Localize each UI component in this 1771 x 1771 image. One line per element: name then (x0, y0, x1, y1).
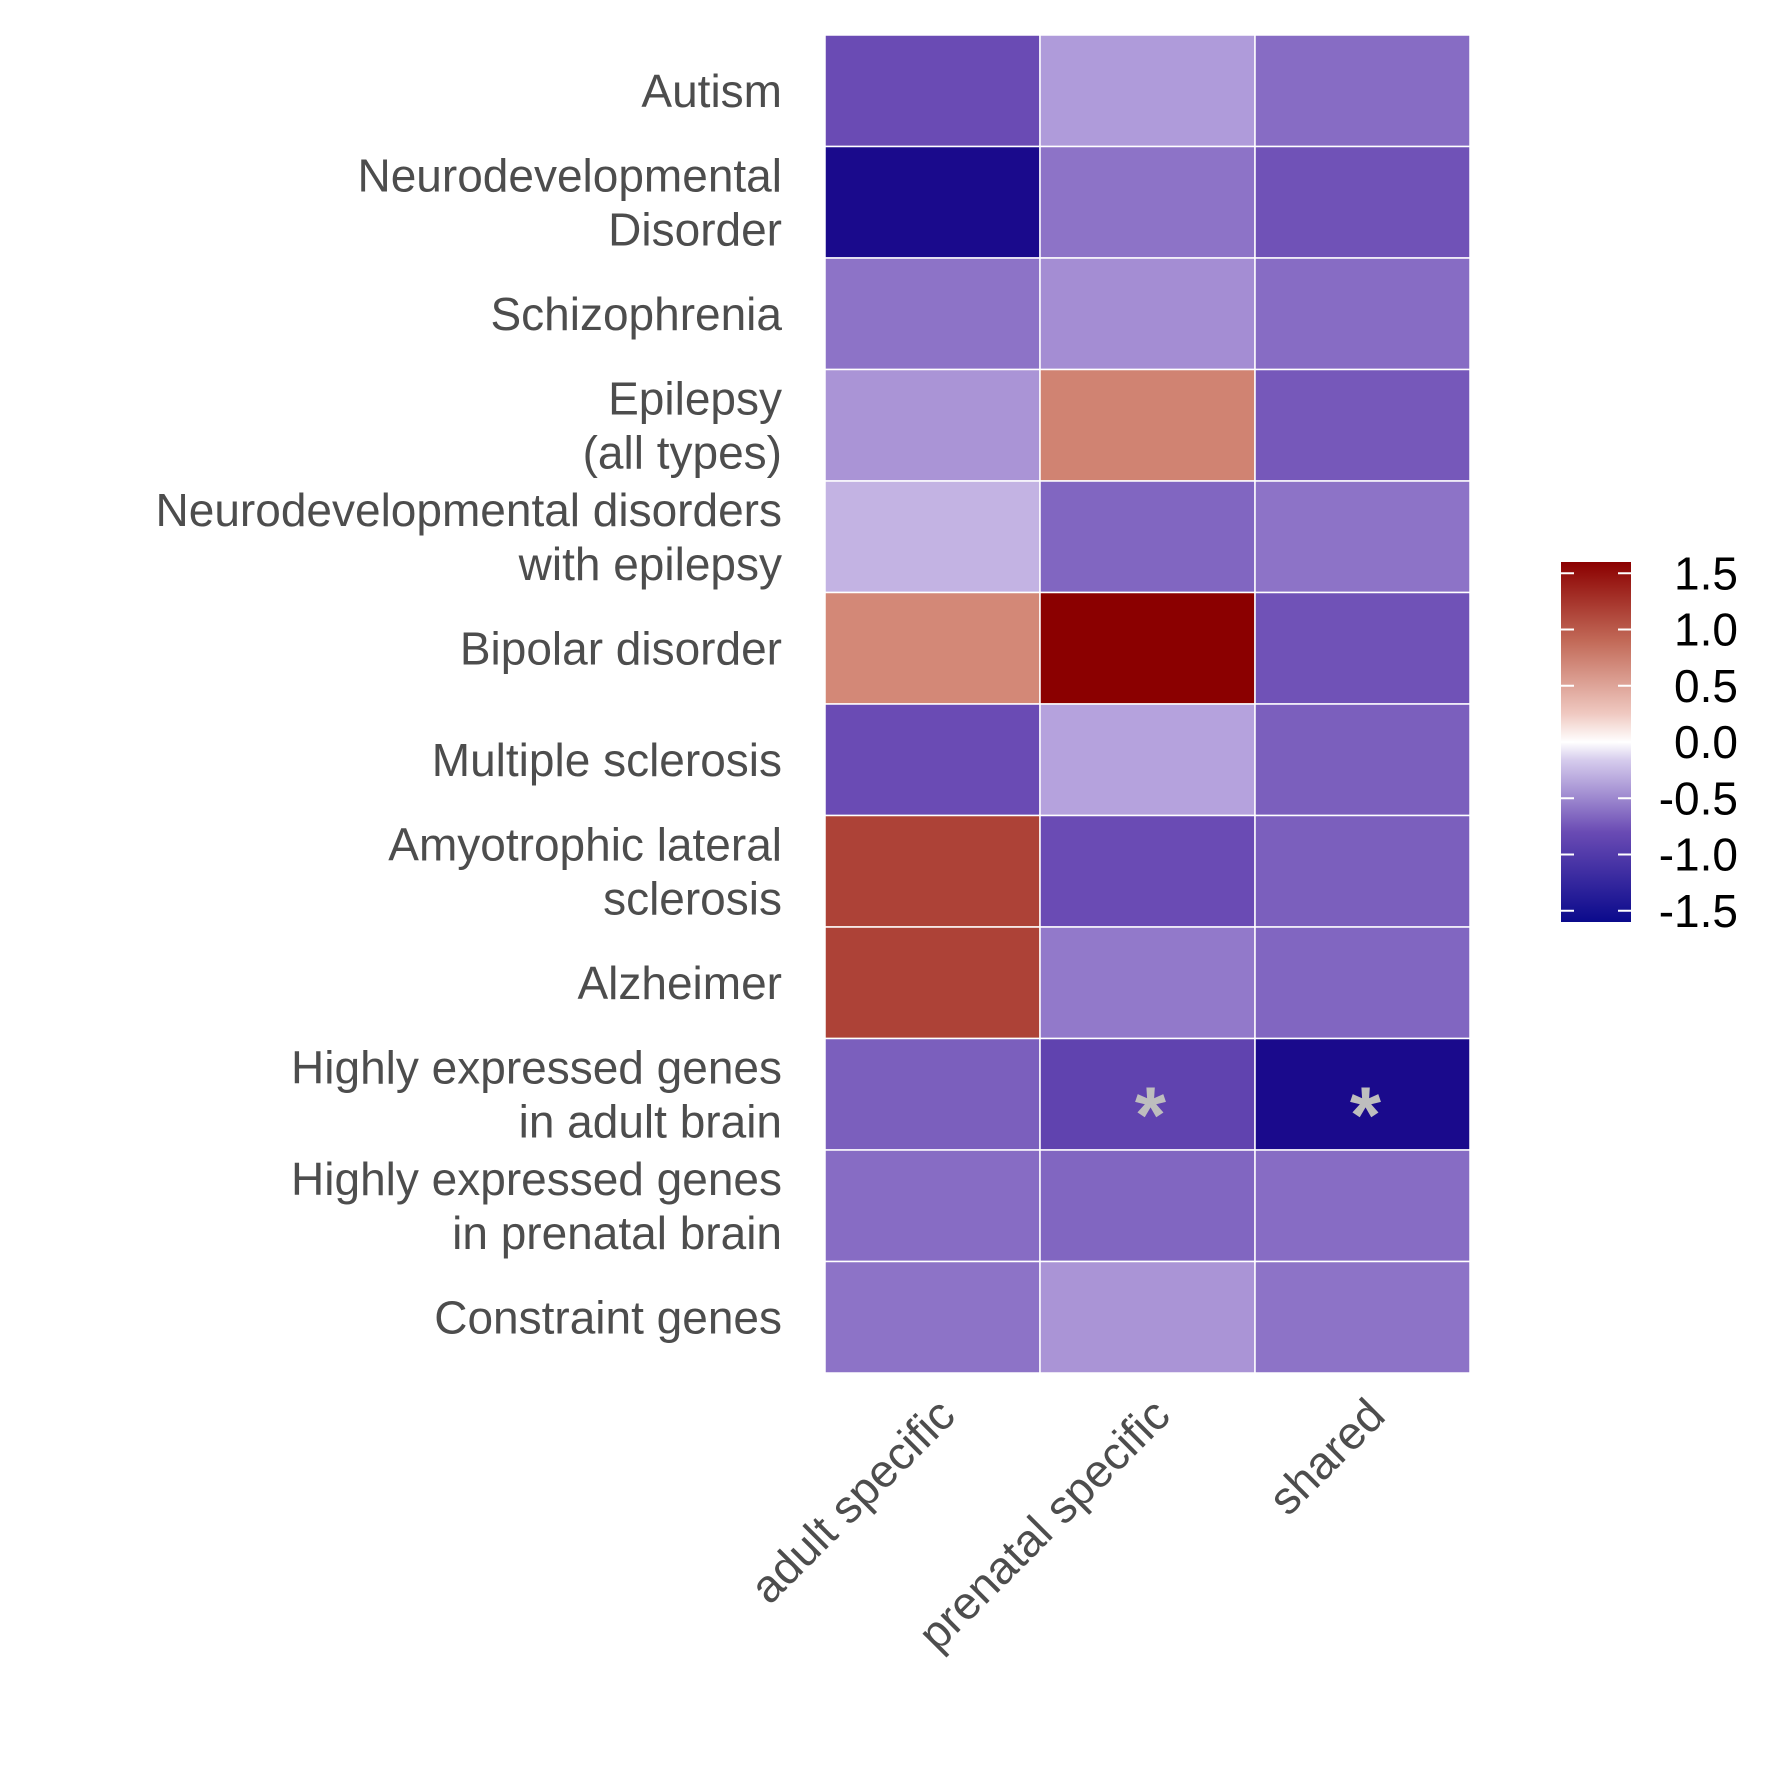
heatmap-cells: * * (824, 34, 1471, 1374)
heatmap-cell (1254, 814, 1471, 928)
heatmap-cell (1039, 814, 1256, 928)
heatmap-cell (824, 703, 1041, 817)
row-label: Constraint genes (434, 1291, 782, 1343)
column-label: adult specific (740, 1388, 965, 1613)
heatmap-cell (1254, 480, 1471, 594)
legend-tick-label: -1.0 (1659, 829, 1738, 881)
heatmap-cell (824, 145, 1041, 259)
row-label: Amyotrophic lateral (388, 818, 782, 870)
heatmap-cell (1039, 34, 1256, 148)
legend-tick-label: 0.0 (1674, 716, 1738, 768)
row-label: Disorder (608, 203, 782, 255)
row-label: Alzheimer (577, 957, 782, 1009)
color-legend: 1.51.00.50.0-0.5-1.0-1.5 (1561, 547, 1738, 937)
heatmap-cell (1039, 480, 1256, 594)
heatmap-cell (1039, 1260, 1256, 1374)
column-label: shared (1258, 1388, 1394, 1524)
heatmap-cell (824, 1149, 1041, 1263)
heatmap-cell (1039, 257, 1256, 371)
heatmap-cell (1039, 1037, 1256, 1151)
row-label: Highly expressed genes (291, 1041, 782, 1093)
significance-marker: * (1350, 1070, 1382, 1159)
row-label: (all types) (583, 426, 782, 478)
row-label: in adult brain (519, 1095, 782, 1147)
heatmap-cell (1254, 926, 1471, 1040)
legend-tick-label: -1.5 (1659, 885, 1738, 937)
heatmap-cell (1039, 368, 1256, 482)
legend-tick-label: -0.5 (1659, 772, 1738, 824)
row-label: Autism (641, 65, 782, 117)
legend-ticks: 1.51.00.50.0-0.5-1.0-1.5 (1561, 547, 1738, 937)
heatmap-cell (1254, 703, 1471, 817)
significance-marker: * (1135, 1070, 1167, 1159)
legend-tick-label: 1.0 (1674, 604, 1738, 656)
heatmap-cell (1254, 145, 1471, 259)
heatmap-cell (824, 257, 1041, 371)
heatmap-cell (1254, 1260, 1471, 1374)
heatmap-cell (1254, 1037, 1471, 1151)
row-label: Neurodevelopmental disorders (156, 484, 782, 536)
heatmap-cell (824, 34, 1041, 148)
heatmap-cell (824, 591, 1041, 705)
row-label: Neurodevelopmental (358, 149, 783, 201)
heatmap-cell (1254, 257, 1471, 371)
row-label: Highly expressed genes (291, 1153, 782, 1205)
heatmap-cell (1039, 703, 1256, 817)
row-label: sclerosis (603, 872, 782, 924)
heatmap-cell (824, 926, 1041, 1040)
heatmap-cell (1254, 34, 1471, 148)
row-label: Schizophrenia (490, 288, 782, 340)
heatmap-cell (1039, 591, 1256, 705)
row-label: in prenatal brain (452, 1207, 782, 1259)
heatmap-cell (1039, 1149, 1256, 1263)
row-label: Epilepsy (608, 372, 782, 424)
heatmap-cell (1039, 926, 1256, 1040)
heatmap-cell (824, 480, 1041, 594)
heatmap-cell (1254, 591, 1471, 705)
heatmap-cell (1254, 1149, 1471, 1263)
legend-tick-label: 1.5 (1674, 547, 1738, 599)
row-label: Multiple sclerosis (432, 734, 782, 786)
legend-tick-label: 0.5 (1674, 660, 1738, 712)
heatmap-cell (1254, 368, 1471, 482)
heatmap-cell (1039, 145, 1256, 259)
heatmap-cell (824, 1260, 1041, 1374)
heatmap-cell (824, 368, 1041, 482)
row-label: Bipolar disorder (460, 622, 782, 674)
row-label: with epilepsy (518, 538, 782, 590)
heatmap-cell (824, 814, 1041, 928)
heatmap-cell (824, 1037, 1041, 1151)
